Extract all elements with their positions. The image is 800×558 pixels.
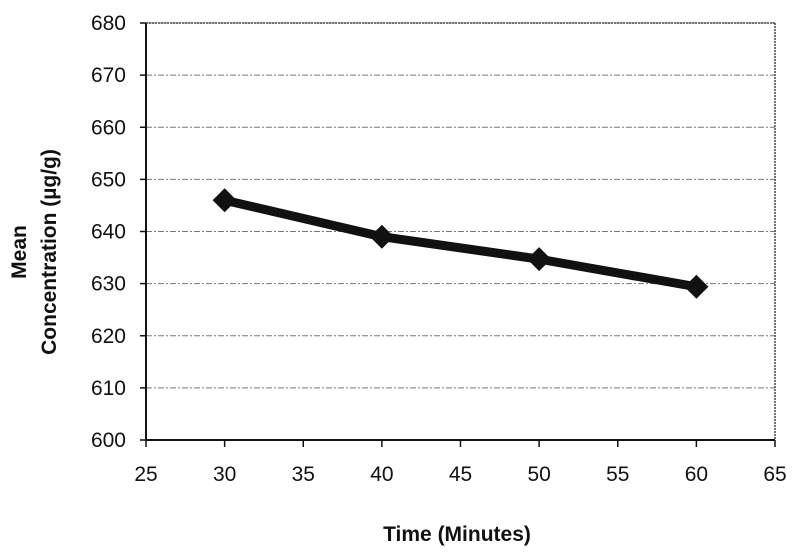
y-tick-label: 610 xyxy=(91,377,126,400)
y-tick-label: 660 xyxy=(91,116,126,139)
y-tick-label: 630 xyxy=(91,273,126,296)
y-tick-label: 640 xyxy=(91,221,126,244)
y-tick-label: 670 xyxy=(91,64,126,87)
y-axis-ticks: 600 610 620 630 640 650 660 670 680 xyxy=(91,12,146,452)
diamond-marker xyxy=(369,224,394,249)
diamond-marker xyxy=(212,188,237,213)
gridlines xyxy=(146,22,775,389)
x-tick-label: 35 xyxy=(292,463,315,486)
x-tick-label: 45 xyxy=(449,463,472,486)
x-axis-title: Time (Minutes) xyxy=(383,523,531,546)
y-tick-label: 620 xyxy=(91,325,126,348)
y-tick-label: 600 xyxy=(91,429,126,452)
series-line xyxy=(223,195,698,292)
y-axis-title: Mean Concentration (µg/g) xyxy=(8,149,61,355)
x-tick-label: 60 xyxy=(685,463,708,486)
x-tick-label: 25 xyxy=(134,463,157,486)
x-tick-label: 65 xyxy=(763,463,786,486)
x-tick-label: 50 xyxy=(527,463,550,486)
y-tick-label: 650 xyxy=(91,168,126,191)
diamond-marker xyxy=(527,247,552,272)
x-axis-ticks: 25 30 35 40 45 50 55 60 65 xyxy=(134,440,787,486)
y-axis-title-line1: Mean xyxy=(8,225,31,279)
x-tick-label: 30 xyxy=(213,463,236,486)
y-tick-label: 680 xyxy=(91,12,126,35)
data-series xyxy=(212,188,709,299)
diamond-marker xyxy=(684,274,709,299)
x-tick-label: 55 xyxy=(606,463,629,486)
y-axis-title-line2: Concentration (µg/g) xyxy=(38,149,61,355)
x-tick-label: 40 xyxy=(370,463,393,486)
